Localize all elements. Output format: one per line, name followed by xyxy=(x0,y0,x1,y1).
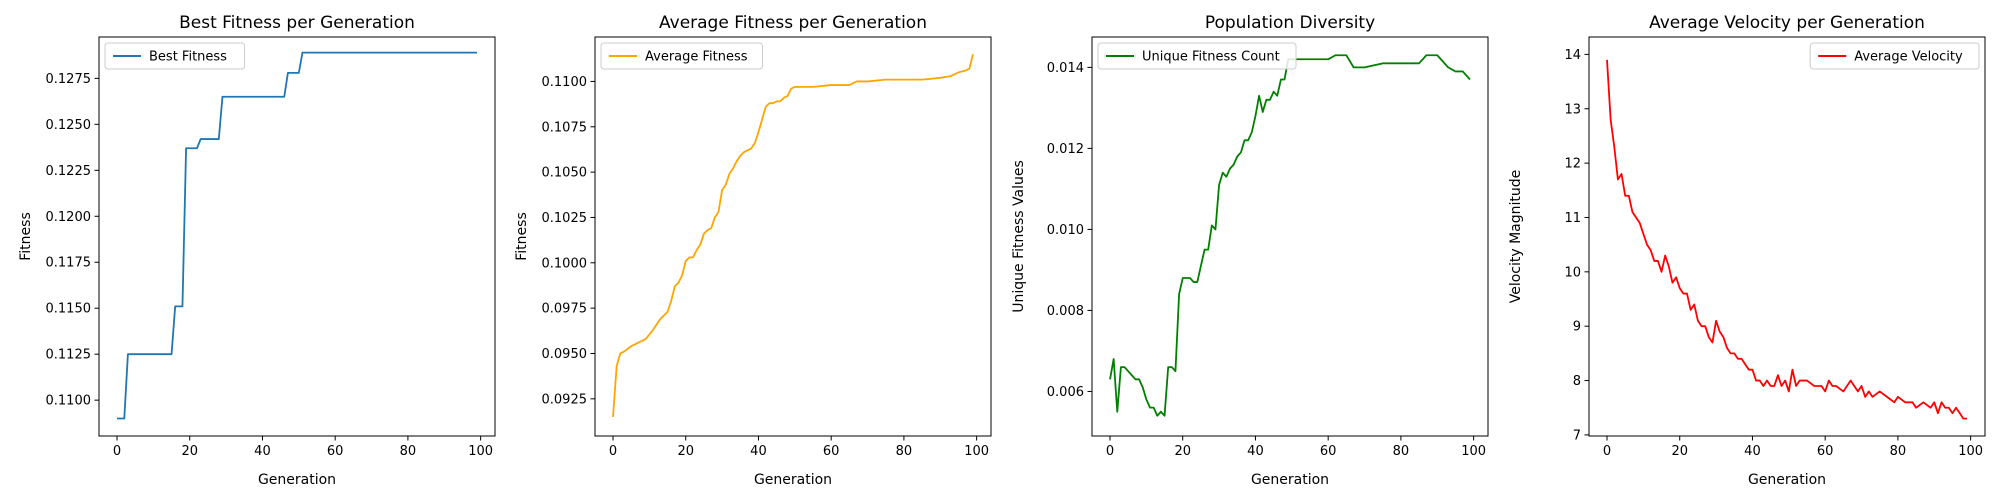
y-tick-label: 0.1225 xyxy=(46,164,92,179)
x-tick-label: 60 xyxy=(1817,444,1834,459)
x-tick-label: 80 xyxy=(400,444,417,459)
legend: Unique Fitness Count xyxy=(1097,42,1297,70)
chart-panel-4: Average Velocity per Generation 0 20 40 60 80… xyxy=(1508,13,1986,488)
y-tick-label: 0.012 xyxy=(1047,142,1084,157)
y-tick-label: 9 xyxy=(1573,320,1581,335)
y-tick-label: 14 xyxy=(1564,48,1581,63)
x-tick-label: 0 xyxy=(113,444,121,459)
x-tick-label: 20 xyxy=(1174,444,1191,459)
y-tick-label: 0.010 xyxy=(1047,223,1084,238)
y-axis-label: Unique Fitness Values xyxy=(1011,160,1027,313)
x-tick-label: 80 xyxy=(1393,444,1410,459)
x-tick-label: 40 xyxy=(1247,444,1264,459)
y-tick-label: 0.1250 xyxy=(46,118,92,133)
x-tick-label: 40 xyxy=(750,444,767,459)
y-tick-label: 12 xyxy=(1564,157,1581,172)
legend-box xyxy=(1097,42,1297,70)
y-tick-label: 0.0925 xyxy=(542,392,588,407)
y-tick-label: 0.1200 xyxy=(46,210,92,225)
chart-title: Average Fitness per Generation xyxy=(659,13,927,33)
legend-label: Average Fitness xyxy=(645,50,748,65)
y-axis-label: Fitness xyxy=(18,212,34,261)
x-tick-label: 0 xyxy=(1106,444,1114,459)
y-tick-label: 0.1075 xyxy=(542,120,588,135)
legend: Average Velocity xyxy=(1809,42,1980,70)
axes-frame xyxy=(1588,36,1986,437)
chart-panel-3: Population Diversity 0 20 40 60 80 100 0.006 0.0… xyxy=(1011,13,1489,488)
series-line-1 xyxy=(117,51,477,420)
y-tick-label: 10 xyxy=(1564,265,1581,280)
chart-title: Average Velocity per Generation xyxy=(1649,13,1925,33)
series-line-1 xyxy=(612,54,974,418)
y-axis-label: Fitness xyxy=(514,212,530,261)
x-tick-label: 60 xyxy=(823,444,840,459)
x-tick-label: 80 xyxy=(1890,444,1907,459)
series-line-1 xyxy=(1606,59,1967,420)
x-axis-label: Generation xyxy=(1251,472,1329,488)
x-tick-label: 0 xyxy=(609,444,617,459)
axes-frame xyxy=(594,36,992,437)
x-axis-label: Generation xyxy=(754,472,832,488)
y-tick-label: 0.1100 xyxy=(542,75,588,90)
y-tick-label: 0.1025 xyxy=(542,211,588,226)
series-line-1 xyxy=(1109,54,1471,417)
x-axis-label: Generation xyxy=(258,472,336,488)
y-tick-label: 0.014 xyxy=(1047,61,1084,76)
chart-panel-2: Average Fitness per Generation 0 20 40 60 80 1… xyxy=(514,13,992,488)
legend-box xyxy=(600,42,763,70)
y-tick-label: 0.1100 xyxy=(46,394,92,409)
y-tick-label: 7 xyxy=(1573,428,1581,443)
legend-label: Best Fitness xyxy=(149,50,227,65)
x-tick-label: 80 xyxy=(896,444,913,459)
x-tick-label: 20 xyxy=(1671,444,1688,459)
chart-title: Best Fitness per Generation xyxy=(179,13,415,33)
x-tick-label: 40 xyxy=(254,444,271,459)
x-tick-label: 20 xyxy=(181,444,198,459)
x-tick-label: 40 xyxy=(1744,444,1761,459)
x-tick-label: 60 xyxy=(1320,444,1337,459)
x-tick-label: 20 xyxy=(677,444,694,459)
x-tick-label: 60 xyxy=(327,444,344,459)
y-tick-label: 0.1125 xyxy=(46,348,92,363)
x-tick-label: 100 xyxy=(1958,444,1983,459)
x-tick-label: 100 xyxy=(1461,444,1486,459)
chart-title: Population Diversity xyxy=(1205,13,1375,33)
y-tick-label: 13 xyxy=(1564,102,1581,117)
y-tick-label: 0.008 xyxy=(1047,304,1084,319)
legend-label: Average Velocity xyxy=(1854,50,1963,65)
y-axis-label: Velocity Magnitude xyxy=(1508,170,1524,304)
y-tick-label: 0.1275 xyxy=(46,72,92,87)
axes-frame xyxy=(1091,36,1489,437)
y-tick-label: 11 xyxy=(1564,211,1581,226)
legend: Best Fitness xyxy=(104,42,246,70)
y-tick-label: 0.1150 xyxy=(46,302,92,317)
axes-frame xyxy=(98,36,496,437)
legend-box xyxy=(104,42,246,70)
chart-panel-1: Best Fitness per Generation 0 20 40 60 80 100 0… xyxy=(18,13,496,488)
x-axis-label: Generation xyxy=(1748,472,1826,488)
y-tick-label: 0.1050 xyxy=(542,166,588,181)
legend: Average Fitness xyxy=(600,42,763,70)
y-tick-label: 0.1000 xyxy=(542,256,588,271)
legend-box xyxy=(1809,42,1980,70)
x-tick-label: 100 xyxy=(468,444,493,459)
legend-label: Unique Fitness Count xyxy=(1142,50,1280,65)
y-tick-label: 0.0950 xyxy=(542,347,588,362)
y-tick-label: 0.0975 xyxy=(542,302,588,317)
x-tick-label: 0 xyxy=(1603,444,1611,459)
x-tick-label: 100 xyxy=(964,444,989,459)
y-tick-label: 8 xyxy=(1573,374,1581,389)
y-tick-label: 0.1175 xyxy=(46,256,92,271)
y-tick-label: 0.006 xyxy=(1047,385,1084,400)
